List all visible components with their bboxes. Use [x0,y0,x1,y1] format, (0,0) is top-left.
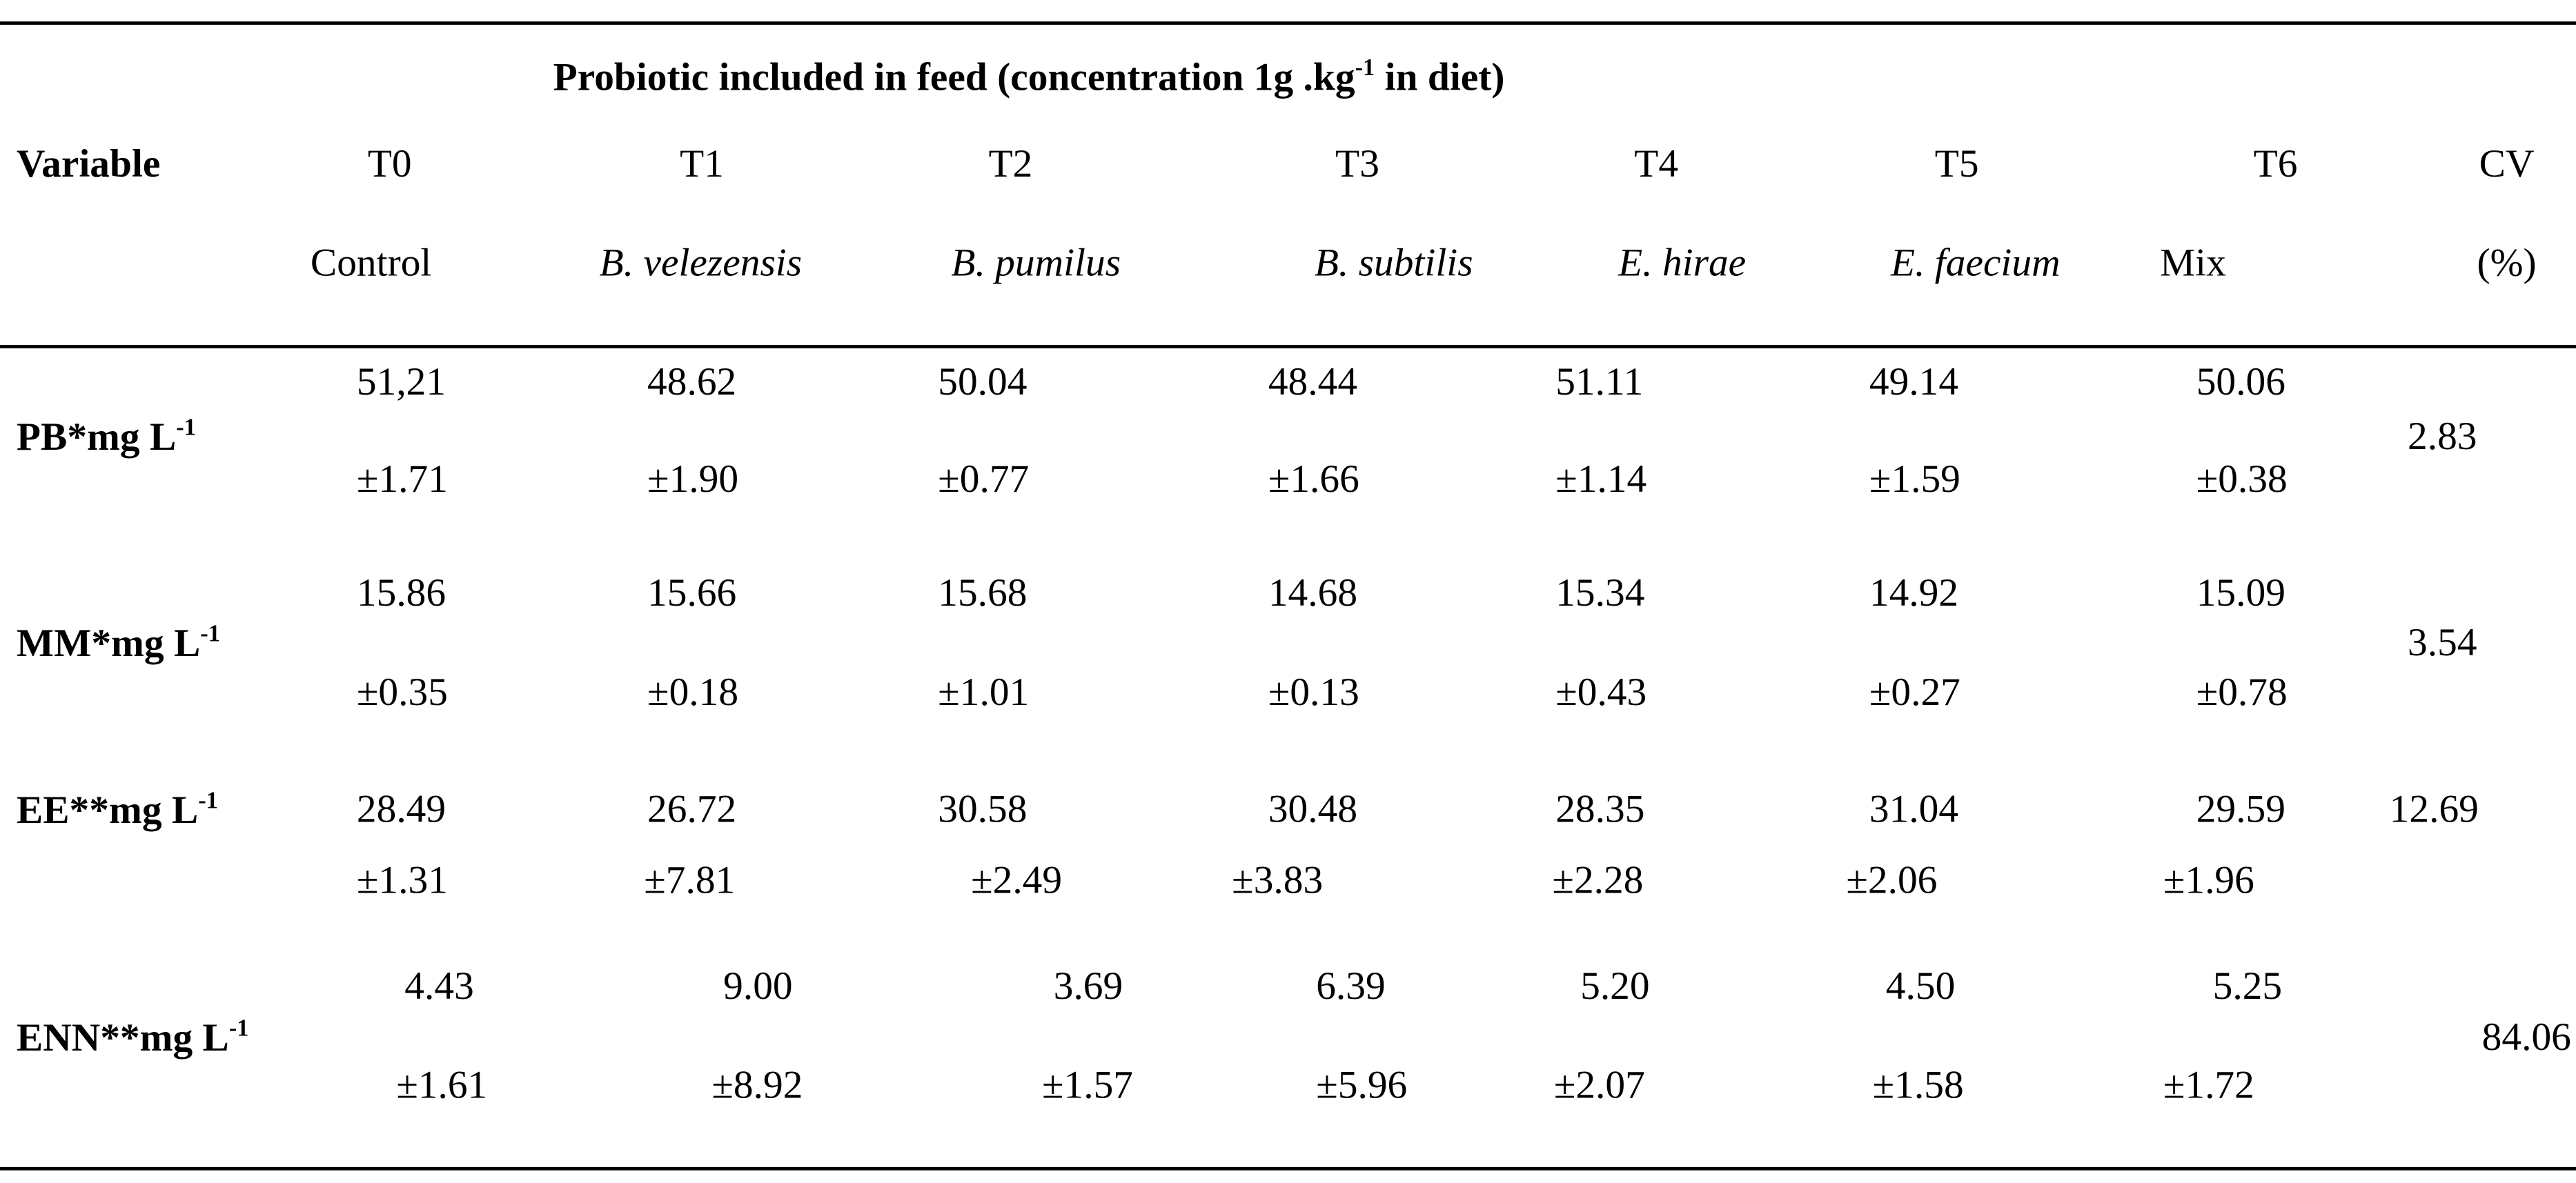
column-name: Mix [2160,242,2226,286]
mean-value: 15.34 [1555,573,1645,616]
mean-value: 6.39 [1316,965,1386,1009]
sd-value: ±2.06 [1846,859,1938,903]
sd-value: ±1.66 [1268,459,1359,502]
row-label: ENN**mg L-1 [17,1017,249,1059]
sd-value: ±1.61 [396,1064,488,1108]
mean-value: 5.20 [1580,965,1650,1009]
sd-value: ±3.83 [1232,859,1324,903]
column-code: T0 [367,143,412,187]
mean-value: 28.35 [1555,788,1645,833]
mean-value: 4.43 [404,965,474,1009]
row-label: PB*mg L-1 [17,417,196,458]
column-code: T1 [680,143,724,187]
row-variable: EE**mg L [16,790,199,833]
mean-value: 48.44 [1268,361,1358,405]
sd-value: ±5.96 [1316,1064,1408,1108]
sd-value: ±8.92 [711,1064,803,1108]
header-rule [0,345,2576,348]
row-unit-sup: -1 [228,1015,249,1043]
sd-value: ±1.72 [2163,1064,2254,1108]
column-code: T6 [2253,143,2298,187]
row-unit-sup: -1 [200,621,221,648]
column-name: B. pumilus [951,242,1121,286]
mean-value: 3.69 [1053,965,1123,1009]
mean-value: 30.48 [1268,788,1358,833]
row-variable: PB*mg L [16,417,177,460]
column-name: B. subtilis [1314,242,1473,286]
mean-value: 49.14 [1869,361,1959,405]
mean-value: 28.49 [356,788,446,833]
cv-value: 3.54 [2407,622,2477,666]
mean-value: 9.00 [723,965,793,1009]
mean-value: 51.11 [1555,361,1644,405]
mean-value: 15.86 [356,573,446,616]
row-variable: ENN**mg L [16,1017,229,1061]
mean-value: 4.50 [1885,965,1956,1009]
mean-value: 48.62 [647,361,737,405]
sd-value: ±2.49 [971,859,1063,903]
sd-value: ±1.14 [1555,459,1647,502]
row-unit-sup: -1 [198,788,218,815]
cv-value: 12.69 [2389,788,2479,833]
column-code: T3 [1335,143,1379,187]
cv-value: 2.83 [2407,416,2477,459]
bottom-rule [0,1166,2576,1171]
sd-value: ±1.59 [1869,459,1960,502]
mean-value: 31.04 [1869,788,1959,833]
mean-value: 50.04 [938,361,1028,405]
sd-value: ±2.28 [1552,859,1644,903]
row-label: EE**mg L-1 [17,790,218,831]
mean-value: 14.92 [1869,573,1959,616]
sd-value: ±1.01 [938,671,1030,715]
sd-value: ±0.35 [356,671,448,715]
sd-value: ±1.57 [1041,1064,1134,1108]
mean-value: 15.68 [938,573,1028,616]
sd-value: ±1.90 [647,459,739,502]
sd-value: ±0.13 [1268,671,1359,715]
sd-value: ±0.43 [1555,671,1647,715]
mean-value: 15.09 [2196,573,2285,616]
column-code: T5 [1934,143,1979,187]
mean-value: 30.58 [938,788,1028,833]
column-name: E. hirae [1618,242,1747,286]
column-name: E. faecium [1890,242,2061,286]
row-variable: MM*mg L [16,623,201,666]
mean-value: 5.25 [2212,965,2283,1009]
sd-value: ±2.07 [1553,1064,1645,1108]
top-rule [0,21,2576,25]
row-unit-sup: -1 [176,415,196,442]
mean-value: 15.66 [647,573,737,616]
mean-value: 50.06 [2196,361,2285,405]
column-code: T4 [1634,143,1679,187]
sd-value: ±7.81 [644,859,736,903]
mean-value: 26.72 [647,788,737,833]
caption-text: Probiotic included in feed (concentratio… [553,57,1355,100]
mean-value: 14.68 [1268,573,1358,616]
sd-value: ±0.77 [938,459,1030,502]
sd-value: ±1.31 [356,859,448,903]
cv-unit: (%) [2477,242,2537,286]
column-name: B. velezensis [599,242,803,286]
row-label: MM*mg L-1 [17,623,220,664]
mean-value: 29.59 [2196,788,2285,833]
sd-value: ±0.78 [2196,671,2288,715]
cv-header: CV [2479,143,2535,187]
caption-sup: -1 [1355,55,1375,82]
caption-tail: in diet) [1375,57,1505,100]
variable-header: Variable [16,143,161,187]
column-code: T2 [988,143,1033,187]
sd-value: ±1.58 [1872,1064,1964,1108]
sd-value: ±0.38 [2196,459,2288,502]
caption: Probiotic included in feed (concentratio… [553,57,1505,99]
cv-value: 84.06 [2481,1017,2571,1060]
sd-value: ±1.96 [2163,859,2254,903]
sd-value: ±1.71 [356,459,448,502]
mean-value: 51,21 [356,361,446,405]
sd-value: ±0.27 [1869,671,1960,715]
sd-value: ±0.18 [647,671,739,715]
column-name: Control [310,242,432,286]
